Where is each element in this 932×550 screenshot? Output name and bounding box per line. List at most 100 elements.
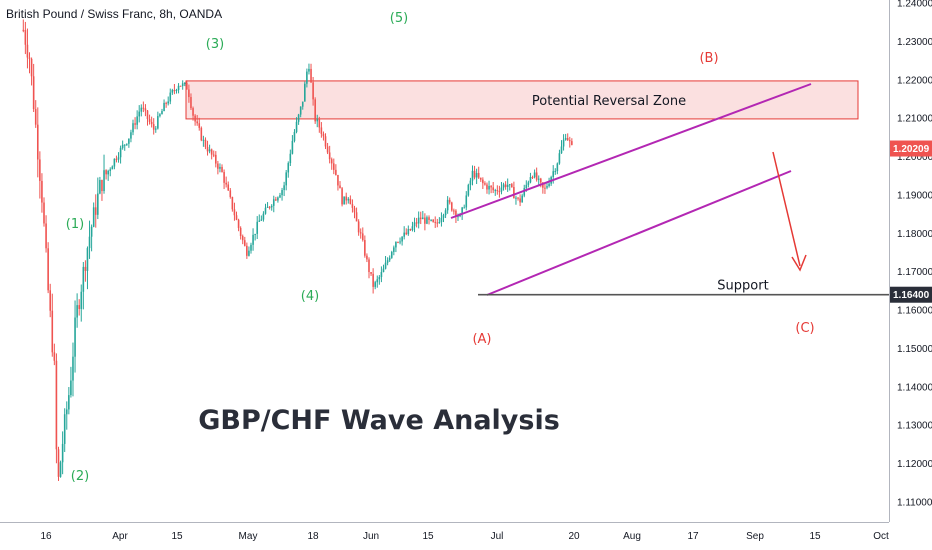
candle-body [368, 259, 370, 273]
candle-body [123, 144, 126, 146]
candle-body [186, 82, 188, 90]
candle-body [552, 171, 555, 178]
candle-body [444, 210, 447, 216]
candle-body [47, 248, 49, 291]
candle-body [157, 116, 159, 129]
candle-body [101, 180, 103, 192]
candle-body [477, 173, 480, 178]
candle-body [316, 119, 319, 122]
candle-body [492, 187, 494, 191]
candle-body [167, 101, 169, 104]
candle-body [148, 119, 151, 122]
candle-body [370, 272, 372, 274]
price-tick-label: 1.24000 [897, 0, 932, 10]
zone-label: Potential Reversal Zone [532, 94, 686, 109]
time-tick-label: Apr [112, 531, 128, 542]
time-tick-label: 15 [422, 531, 434, 542]
candle-body [34, 109, 37, 125]
candle-body [337, 174, 339, 186]
candle-body [258, 220, 261, 222]
price-tick-label: 1.13000 [897, 421, 932, 432]
candle-body [227, 184, 230, 191]
candle-body [450, 202, 453, 211]
candle-body [266, 206, 269, 208]
candle-body [455, 210, 457, 217]
candle-body [150, 121, 153, 125]
candle-body [548, 183, 550, 187]
candle-body [275, 199, 277, 201]
price-tick-label: 1.11000 [897, 498, 932, 509]
candle-body [171, 90, 174, 93]
wave-label: (A) [472, 332, 491, 347]
candle-body [515, 197, 517, 199]
time-tick-label: Oct [873, 531, 889, 542]
candle-body [24, 30, 27, 45]
candle-body [463, 207, 466, 209]
candle-body [335, 169, 337, 175]
candle-body [401, 236, 403, 242]
candle-body [349, 198, 352, 205]
candle-body [76, 305, 78, 318]
candle-body [198, 123, 201, 128]
candle-body [388, 257, 391, 261]
candle-body [395, 241, 397, 248]
candle-body [138, 111, 141, 117]
candle-body [59, 462, 62, 477]
candle-body [380, 272, 383, 278]
current-price-tag [890, 140, 932, 157]
channel-upper-line [450, 83, 812, 219]
candle-body [212, 154, 215, 156]
candle-body [461, 207, 463, 215]
candle-body [279, 195, 281, 198]
candle-body [502, 184, 505, 188]
candle-body [165, 102, 167, 104]
candle-body [90, 226, 93, 237]
candle-body [488, 185, 490, 190]
price-axis[interactable]: 1.24000 1.23000 1.22000 1.21000 1.20000 1.190… [897, 0, 932, 509]
candle-body [246, 245, 248, 256]
candle-body [469, 180, 472, 185]
price-tick-label: 1.12000 [897, 459, 932, 470]
candle-body [30, 58, 33, 77]
candle-body [272, 199, 275, 206]
candle-body [126, 143, 128, 145]
candle-body [134, 123, 136, 125]
wave-label: (4) [301, 289, 319, 304]
candle-body [405, 232, 408, 235]
candle-body [130, 132, 132, 139]
candle-body [200, 127, 203, 141]
time-tick-label: Jun [363, 531, 379, 542]
candle-body [490, 185, 492, 188]
candle-body [397, 241, 399, 243]
candle-body [426, 217, 428, 224]
candle-body [233, 209, 236, 216]
candle-body [341, 188, 343, 205]
candle-body [540, 178, 542, 183]
candle-body [403, 232, 405, 237]
candle-body [440, 217, 443, 223]
candle-body [386, 260, 389, 263]
time-tick-label: 15 [809, 531, 821, 542]
candle-body [438, 222, 441, 224]
candle-body [80, 291, 83, 309]
candle-body [231, 197, 234, 210]
candle-body [479, 177, 482, 180]
wave-label: (2) [71, 469, 89, 484]
candle-body [428, 217, 430, 220]
candle-body [208, 149, 211, 152]
candle-body [177, 85, 180, 90]
candle-body [535, 172, 538, 180]
candle-body [82, 266, 85, 292]
candle-body [49, 290, 52, 311]
candle-body [453, 210, 455, 212]
candle-body [41, 180, 43, 203]
time-axis[interactable]: 16 Apr 15 May 18 Jun 15 Jul 20 Aug 17 Sep 15 Oct [40, 531, 889, 542]
candle-body [293, 131, 296, 141]
candle-body [57, 449, 60, 477]
candle-body [527, 182, 530, 185]
candle-body [500, 187, 503, 192]
candle-body [223, 172, 225, 183]
candle-body [55, 360, 58, 450]
candle-body [264, 207, 267, 214]
candle-body [154, 128, 157, 130]
